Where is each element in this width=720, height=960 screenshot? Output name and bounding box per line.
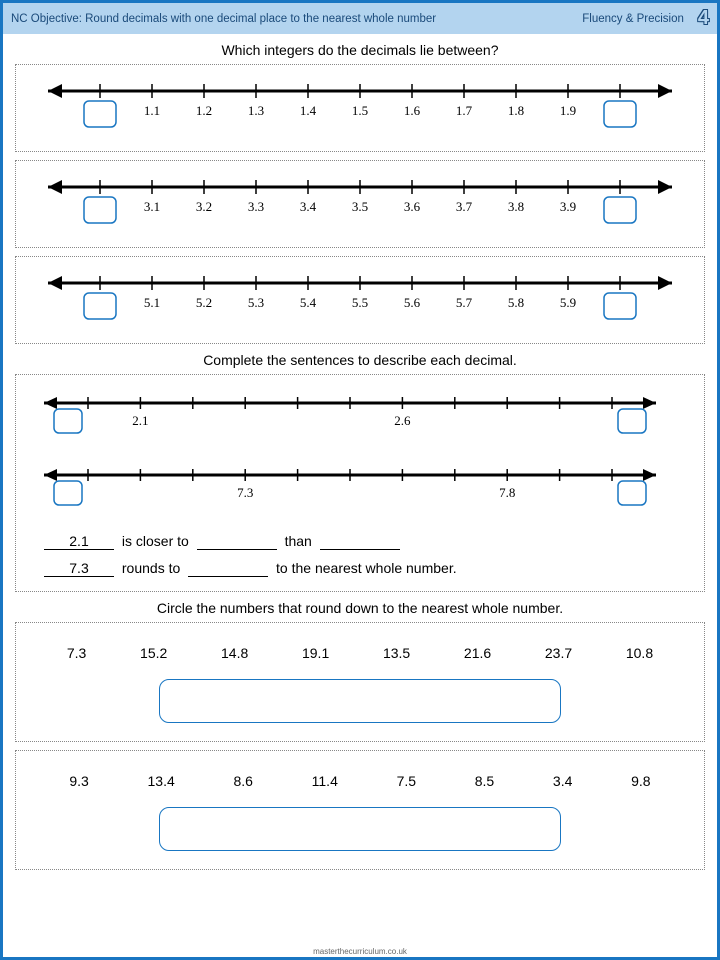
number-value[interactable]: 10.8 [626, 645, 653, 661]
svg-text:7.8: 7.8 [499, 485, 515, 500]
svg-text:3.5: 3.5 [352, 199, 368, 214]
page-number: 4 [698, 7, 709, 30]
q3-prompt: Circle the numbers that round down to th… [15, 600, 705, 616]
number-value[interactable]: 9.8 [631, 773, 650, 789]
svg-text:5.2: 5.2 [196, 295, 212, 310]
svg-text:5.1: 5.1 [144, 295, 160, 310]
svg-text:1.7: 1.7 [456, 103, 473, 118]
footer-text: masterthecurriculum.co.uk [3, 947, 717, 956]
answer-box-left[interactable] [84, 101, 116, 127]
circle-panel: 9.3 13.4 8.6 11.4 7.5 8.5 3.4 9.8 [15, 750, 705, 870]
svg-text:1.4: 1.4 [300, 103, 317, 118]
number-line: 5.1 5.2 5.3 5.4 5.5 5.6 5.7 5.8 5.9 [30, 267, 690, 329]
answer-box-right[interactable] [604, 197, 636, 223]
objective-text: NC Objective: Round decimals with one de… [11, 13, 582, 25]
answer-box-left[interactable] [54, 409, 82, 433]
answer-box-left[interactable] [84, 197, 116, 223]
svg-text:1.8: 1.8 [508, 103, 524, 118]
svg-text:5.3: 5.3 [248, 295, 264, 310]
arrow-left-icon [48, 276, 62, 290]
number-value[interactable]: 14.8 [221, 645, 248, 661]
svg-text:3.3: 3.3 [248, 199, 264, 214]
svg-text:1.5: 1.5 [352, 103, 368, 118]
number-line-panel: 1.1 1.2 1.3 1.4 1.5 1.6 1.7 1.8 1.9 [15, 64, 705, 152]
number-value[interactable]: 21.6 [464, 645, 491, 661]
s1-blank3[interactable] [320, 533, 400, 550]
number-row: 7.3 15.2 14.8 19.1 13.5 21.6 23.7 10.8 [30, 633, 690, 667]
svg-text:3.1: 3.1 [144, 199, 160, 214]
svg-text:1.2: 1.2 [196, 103, 212, 118]
answer-box-right[interactable] [604, 101, 636, 127]
arrow-right-icon [658, 84, 672, 98]
arrow-right-icon [643, 469, 656, 481]
svg-text:3.4: 3.4 [300, 199, 317, 214]
arrow-left-icon [48, 84, 62, 98]
arrow-right-icon [658, 276, 672, 290]
number-value[interactable]: 13.4 [148, 773, 175, 789]
number-value[interactable]: 7.3 [67, 645, 86, 661]
answer-box[interactable] [159, 679, 561, 723]
number-value[interactable]: 7.5 [397, 773, 416, 789]
circle-panel: 7.3 15.2 14.8 19.1 13.5 21.6 23.7 10.8 [15, 622, 705, 742]
svg-text:5.8: 5.8 [508, 295, 524, 310]
answer-box[interactable] [159, 807, 561, 851]
answer-box-right[interactable] [604, 293, 636, 319]
svg-text:1.9: 1.9 [560, 103, 576, 118]
arrow-left-icon [44, 397, 57, 409]
sentence-2: 7.3 rounds to to the nearest whole numbe… [40, 560, 690, 577]
number-value[interactable]: 15.2 [140, 645, 167, 661]
arrow-right-icon [643, 397, 656, 409]
answer-box-left[interactable] [54, 481, 82, 505]
arrow-left-icon [44, 469, 57, 481]
q1-prompt: Which integers do the decimals lie betwe… [15, 42, 705, 58]
number-value[interactable]: 9.3 [69, 773, 88, 789]
section-label: Fluency & Precision [582, 13, 684, 25]
content-area: Which integers do the decimals lie betwe… [3, 34, 717, 870]
svg-text:5.4: 5.4 [300, 295, 317, 310]
number-line-sparse: 7.3 7.8 [30, 461, 670, 519]
svg-text:2.1: 2.1 [132, 413, 148, 428]
s1-blank2[interactable] [197, 533, 277, 550]
answer-box-right[interactable] [618, 409, 646, 433]
svg-text:5.6: 5.6 [404, 295, 421, 310]
number-row: 9.3 13.4 8.6 11.4 7.5 8.5 3.4 9.8 [30, 761, 690, 795]
svg-text:5.7: 5.7 [456, 295, 473, 310]
arrow-left-icon [48, 180, 62, 194]
header-bar: NC Objective: Round decimals with one de… [3, 3, 717, 34]
s2-blank1[interactable]: 7.3 [44, 560, 114, 577]
number-line-sparse: 2.1 2.6 [30, 389, 670, 447]
answer-box-left[interactable] [84, 293, 116, 319]
number-value[interactable]: 8.5 [475, 773, 494, 789]
number-line-panel: 5.1 5.2 5.3 5.4 5.5 5.6 5.7 5.8 5.9 [15, 256, 705, 344]
s1-blank1[interactable]: 2.1 [44, 533, 114, 550]
q2-panel: 2.1 2.6 7.3 7.8 2.1 is closer to than 7.3 … [15, 374, 705, 592]
number-line: 3.1 3.2 3.3 3.4 3.5 3.6 3.7 3.8 3.9 [30, 171, 690, 233]
svg-text:7.3: 7.3 [237, 485, 253, 500]
number-value[interactable]: 13.5 [383, 645, 410, 661]
answer-box-right[interactable] [618, 481, 646, 505]
q2-prompt: Complete the sentences to describe each … [15, 352, 705, 368]
svg-text:3.8: 3.8 [508, 199, 524, 214]
svg-text:5.5: 5.5 [352, 295, 368, 310]
svg-text:3.9: 3.9 [560, 199, 576, 214]
number-value[interactable]: 19.1 [302, 645, 329, 661]
svg-text:2.6: 2.6 [394, 413, 411, 428]
svg-text:3.2: 3.2 [196, 199, 212, 214]
worksheet-page: NC Objective: Round decimals with one de… [0, 0, 720, 960]
sentence-1: 2.1 is closer to than [40, 533, 690, 550]
svg-text:1.6: 1.6 [404, 103, 421, 118]
number-value[interactable]: 3.4 [553, 773, 572, 789]
svg-text:3.7: 3.7 [456, 199, 473, 214]
svg-text:5.9: 5.9 [560, 295, 576, 310]
number-value[interactable]: 11.4 [312, 773, 338, 789]
arrow-right-icon [658, 180, 672, 194]
svg-text:3.6: 3.6 [404, 199, 421, 214]
number-line: 1.1 1.2 1.3 1.4 1.5 1.6 1.7 1.8 1.9 [30, 75, 690, 137]
number-value[interactable]: 23.7 [545, 645, 572, 661]
s2-blank2[interactable] [188, 560, 268, 577]
number-line-panel: 3.1 3.2 3.3 3.4 3.5 3.6 3.7 3.8 3.9 [15, 160, 705, 248]
number-value[interactable]: 8.6 [233, 773, 252, 789]
svg-text:1.1: 1.1 [144, 103, 160, 118]
svg-text:1.3: 1.3 [248, 103, 264, 118]
